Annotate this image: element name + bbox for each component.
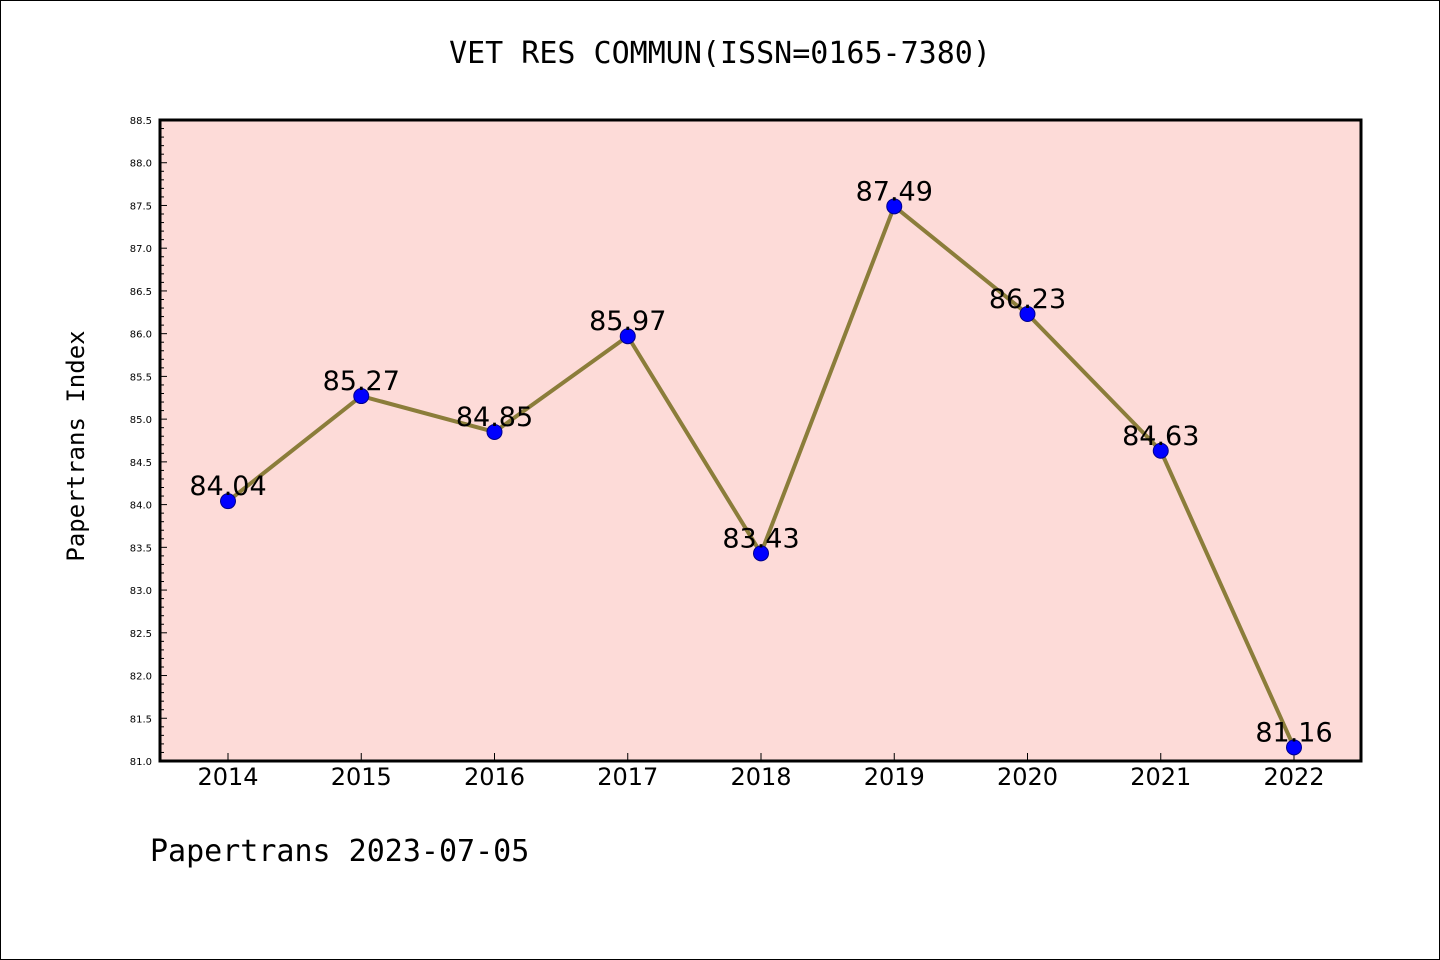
x-tick-label: 2019 <box>864 763 925 791</box>
y-tick-label: 85.0 <box>130 415 152 426</box>
y-tick-label: 82.5 <box>130 629 152 640</box>
plot-area <box>160 120 1361 761</box>
data-label: 81.16 <box>1255 717 1332 748</box>
data-label: 86.23 <box>989 284 1066 315</box>
x-tick-label: 2018 <box>730 763 791 791</box>
y-tick-label: 84.5 <box>130 458 152 469</box>
y-tick-label: 82.0 <box>130 672 152 683</box>
y-tick-label: 86.5 <box>130 287 152 298</box>
y-tick-label: 85.5 <box>130 372 152 383</box>
y-tick-label: 81.5 <box>130 714 152 725</box>
y-tick-label: 83.5 <box>130 543 152 554</box>
y-tick-label: 84.0 <box>130 501 152 512</box>
y-tick-label: 81.0 <box>130 757 152 768</box>
data-label: 85.27 <box>323 366 400 397</box>
plot-border <box>158 118 1363 763</box>
x-tick-label: 2020 <box>997 763 1058 791</box>
footer-text: Papertrans 2023-07-05 <box>150 834 530 869</box>
data-label: 83.43 <box>722 523 799 554</box>
data-label: 85.97 <box>589 306 666 337</box>
x-tick-label: 2014 <box>197 763 258 791</box>
data-label: 87.49 <box>856 176 933 207</box>
y-tick-label: 86.0 <box>130 330 152 341</box>
data-point <box>486 423 503 440</box>
data-point <box>886 198 903 215</box>
y-tick-label: 88.5 <box>130 116 152 127</box>
y-tick-label: 87.5 <box>130 201 152 212</box>
series-markers <box>220 198 1302 756</box>
data-point <box>1019 306 1036 323</box>
data-label: 84.63 <box>1122 421 1199 452</box>
data-point <box>1286 739 1302 756</box>
data-label: 84.85 <box>456 402 533 433</box>
x-axis: 2014 2015 2016 2017 2018 2019 2020 2021 2022 <box>197 753 1325 791</box>
data-point <box>220 493 236 510</box>
x-tick-label: 2022 <box>1263 763 1324 791</box>
x-tick-label: 2021 <box>1130 763 1191 791</box>
data-point <box>619 328 636 345</box>
y-tick-label: 88.0 <box>130 159 152 170</box>
y-tick-label: 83.0 <box>130 586 152 597</box>
x-tick-label: 2017 <box>597 763 658 791</box>
data-label: 84.04 <box>189 471 266 502</box>
data-labels: 84.04 85.27 84.85 85.97 83.43 87.49 86.23 84.63… <box>189 176 1332 748</box>
x-tick-label: 2016 <box>464 763 525 791</box>
y-axis: 81.0 81.5 82.0 82.5 83.0 83.5 84.0 84.5 85.0 85.5… <box>130 116 167 768</box>
x-tick-label: 2015 <box>331 763 392 791</box>
chart-title: VET RES COMMUN(ISSN=0165-7380) <box>449 36 991 71</box>
data-point <box>1152 442 1169 459</box>
data-point <box>353 388 370 405</box>
data-point <box>753 545 769 562</box>
y-tick-label: 87.0 <box>130 244 152 255</box>
